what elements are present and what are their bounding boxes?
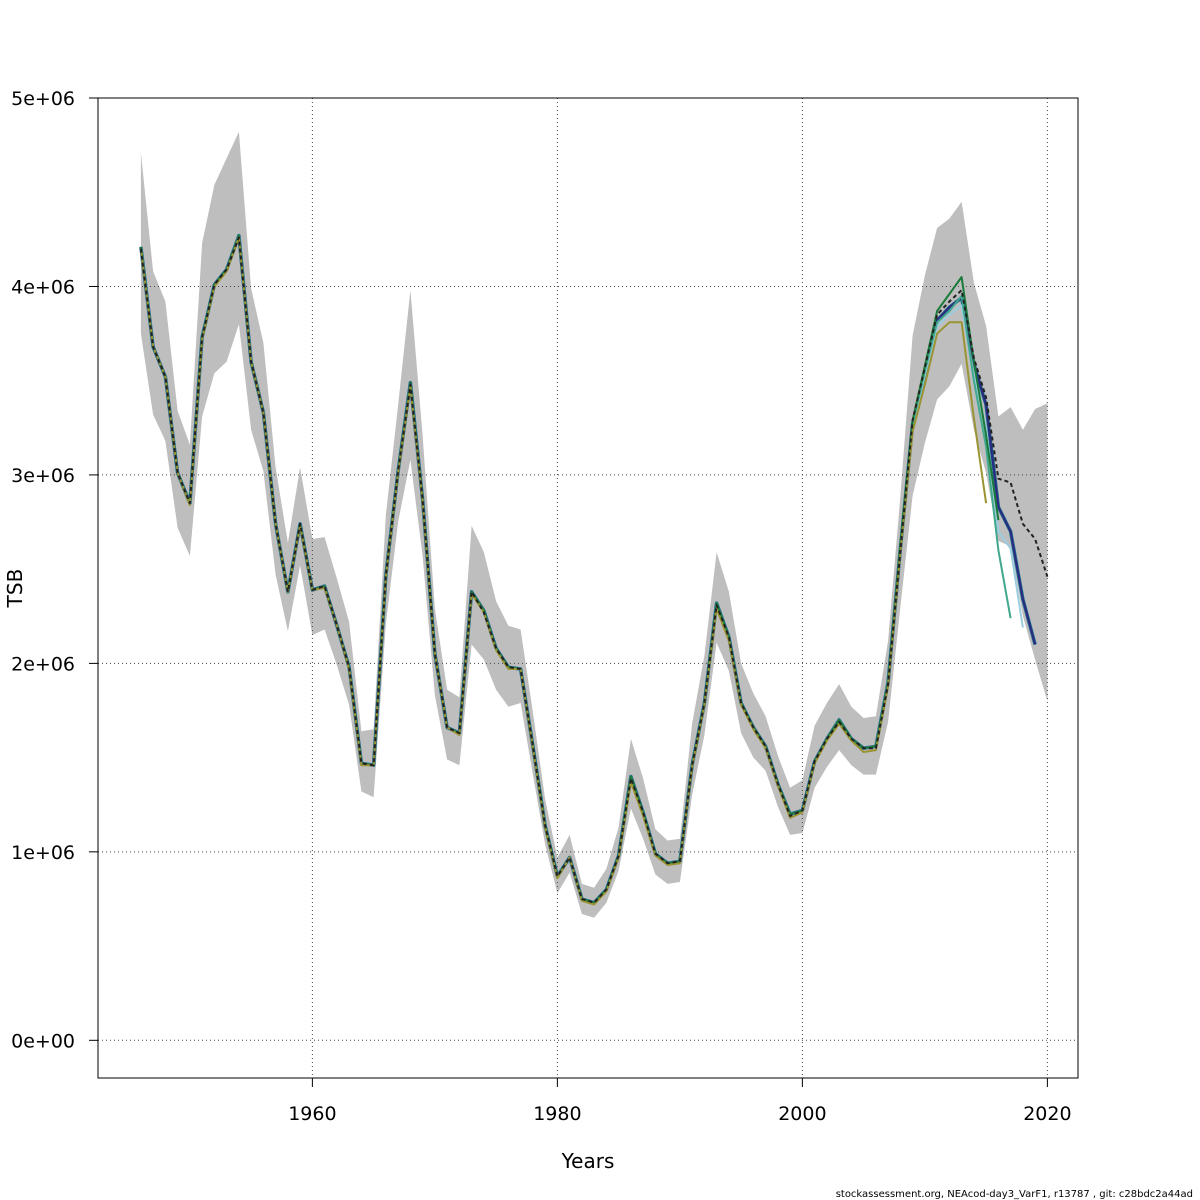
y-tick-label: 4e+06 xyxy=(11,276,75,298)
footer-credit: stockassessment.org, NEAcod-day3_VarF1, … xyxy=(836,1189,1193,1200)
confidence-band-layer xyxy=(140,131,1048,918)
series-line-terminal xyxy=(139,236,1049,904)
x-tick-label: 2000 xyxy=(778,1103,826,1125)
series-lines-layer xyxy=(139,233,1049,906)
series-line-peel-5 xyxy=(139,236,988,906)
y-tick-label: 1e+06 xyxy=(11,842,75,864)
y-tick-label: 3e+06 xyxy=(11,465,75,487)
y-axis-title: TSB xyxy=(3,569,27,609)
x-tick-label: 1960 xyxy=(288,1103,336,1125)
x-tick-label: 1980 xyxy=(533,1103,581,1125)
y-tick-label: 5e+06 xyxy=(11,88,75,110)
confidence-band xyxy=(140,131,1048,918)
axes-layer: 1960 1980 2000 2020 0e+00 1e+06 2e+06 3e+06 4e+0… xyxy=(11,88,1071,1125)
series-line-peel-4 xyxy=(139,234,1000,904)
x-tick-label: 2020 xyxy=(1023,1103,1071,1125)
plot-frame xyxy=(97,97,1079,1079)
series-line-peel-3 xyxy=(139,234,1012,904)
x-axis-title: Years xyxy=(561,1149,615,1173)
y-tick-label: 0e+00 xyxy=(11,1030,75,1052)
y-tick-label: 2e+06 xyxy=(11,653,75,675)
series-line-peel-2 xyxy=(139,234,1024,904)
